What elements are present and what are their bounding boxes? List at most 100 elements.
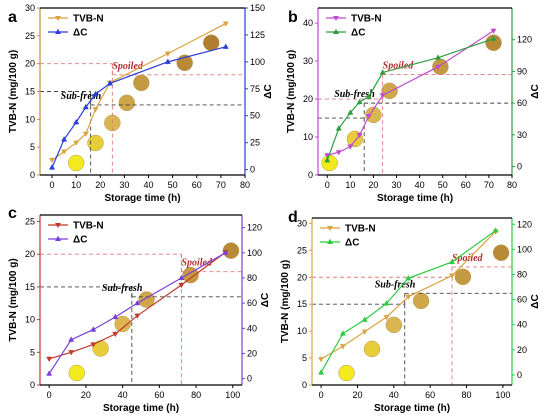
- y-axis-title: TVB-N (mg/100 g): [8, 50, 19, 133]
- data-point: [324, 157, 331, 163]
- y2-tick-label: 30: [517, 130, 527, 140]
- data-point: [61, 149, 68, 155]
- y-tick-label: 40: [303, 18, 313, 28]
- x-tick-label: 0: [319, 390, 324, 400]
- x-tick-label: 30: [392, 180, 402, 190]
- sample-photo-icon: [68, 364, 85, 382]
- series-tvbn: [324, 28, 497, 159]
- series-line: [320, 230, 496, 373]
- x-tick-label: 80: [240, 180, 250, 190]
- data-point: [178, 274, 185, 280]
- data-point: [61, 136, 68, 142]
- annotation-sub-fresh: Sub-fresh: [102, 283, 143, 294]
- annotation-sub-fresh: Sub-fresh: [375, 279, 416, 290]
- x-tick-label: 80: [462, 390, 472, 400]
- sample-photo-icon: [385, 316, 403, 334]
- x-tick-label: 80: [507, 180, 517, 190]
- x-tick-label: 0: [50, 180, 55, 190]
- data-point: [347, 109, 354, 115]
- y2-axis-title: ΔC: [530, 294, 541, 308]
- x-tick-label: 10: [71, 180, 81, 190]
- sample-photo-icon: [365, 106, 382, 124]
- sample-photo-icon: [338, 364, 355, 382]
- y2-tick-label: 0: [517, 370, 522, 380]
- y2-tick-label: 75: [250, 84, 260, 94]
- y-tick-label: 15: [297, 299, 307, 309]
- y-tick-label: 25: [25, 217, 35, 227]
- sample-photo-icon: [133, 74, 150, 92]
- sample-photo-icon: [485, 34, 502, 52]
- data-point: [492, 227, 499, 233]
- y-tick-label: 25: [25, 31, 35, 41]
- y-tick-label: 0: [302, 380, 307, 390]
- data-point: [335, 125, 342, 131]
- annotation-sub-fresh: Sub-fresh: [334, 89, 375, 100]
- data-point: [112, 313, 119, 319]
- y-tick-label: 0: [30, 170, 35, 180]
- y-tick-label: 15: [25, 282, 35, 292]
- y-tick-label: 5: [302, 353, 307, 363]
- data-point: [134, 299, 141, 306]
- data-point: [339, 330, 346, 336]
- series-line: [326, 38, 494, 161]
- y2-tick-label: 60: [517, 295, 527, 305]
- y2-tick-label: 0: [247, 374, 252, 384]
- x-tick-label: 20: [81, 390, 91, 400]
- y-tick-label: 20: [25, 249, 35, 259]
- x-tick-label: 40: [389, 390, 399, 400]
- series-dc: [324, 35, 497, 163]
- y-tick-label: 20: [297, 272, 307, 282]
- legend-marker: [333, 28, 339, 34]
- legend: TVB-N ΔC: [320, 224, 376, 249]
- panel-label-b: b: [288, 9, 298, 26]
- legend-marker: [327, 238, 333, 244]
- x-axis-title: Storage time (h): [377, 193, 453, 204]
- sample-photo-icon: [454, 268, 472, 286]
- series-dc: [46, 249, 229, 377]
- y2-tick-label: 20: [247, 349, 257, 359]
- sample-photos: [321, 34, 502, 172]
- x-tick-label: 10: [345, 180, 355, 190]
- data-point: [405, 294, 412, 300]
- data-point: [222, 21, 229, 27]
- sample-photos: [67, 34, 220, 172]
- data-point: [92, 107, 99, 113]
- legend-label: ΔC: [351, 28, 365, 39]
- legend-label: TVB-N: [345, 224, 376, 235]
- y-tick-label: 0: [30, 380, 35, 390]
- data-point: [339, 344, 346, 350]
- data-point: [46, 370, 53, 376]
- sample-photo-icon: [202, 34, 220, 52]
- y-tick-label: 20: [303, 94, 313, 104]
- x-tick-label: 60: [461, 180, 471, 190]
- data-point: [49, 157, 56, 163]
- data-point: [82, 131, 89, 137]
- data-point: [383, 315, 390, 321]
- data-point: [449, 273, 455, 279]
- legend-label: ΔC: [345, 238, 359, 249]
- data-point: [164, 51, 171, 57]
- legend: TVB-N ΔC: [48, 221, 104, 246]
- y2-tick-label: 40: [517, 320, 527, 330]
- x-tick-label: 0: [47, 390, 52, 400]
- data-point: [134, 313, 141, 319]
- series-tvbn: [46, 249, 229, 362]
- x-tick-label: 100: [495, 390, 510, 400]
- x-tick-label: 40: [144, 180, 154, 190]
- data-point: [178, 282, 185, 288]
- sample-photo-icon: [67, 154, 85, 172]
- y2-tick-label: 25: [250, 138, 260, 148]
- y2-axis-title: ΔC: [260, 293, 271, 307]
- x-tick-label: 20: [352, 390, 362, 400]
- annotation-spoiled: Spoiled: [383, 61, 415, 72]
- panel-label-d: d: [288, 209, 298, 226]
- sample-photo-icon: [492, 244, 510, 262]
- series-tvbn: [318, 228, 499, 363]
- y-axis-title: TVB-N (mg/100 g): [280, 260, 291, 343]
- data-point: [435, 64, 442, 70]
- data-point: [46, 356, 53, 362]
- legend-marker: [55, 28, 61, 34]
- data-point: [356, 133, 363, 139]
- sample-photo-icon: [114, 315, 131, 333]
